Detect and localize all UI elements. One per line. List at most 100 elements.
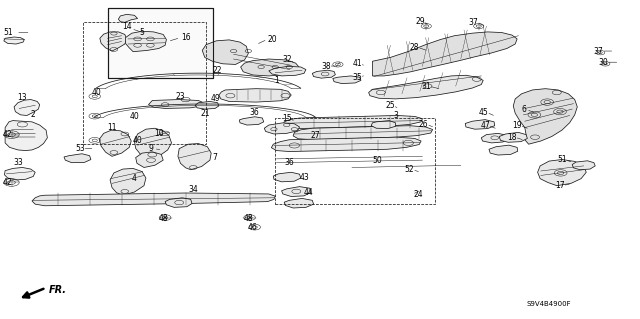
Polygon shape (100, 32, 127, 51)
Text: 52: 52 (404, 165, 415, 174)
Text: 51: 51 (3, 28, 13, 37)
Text: 36: 36 (284, 158, 294, 167)
Polygon shape (271, 137, 421, 152)
Text: S9V4B4900F: S9V4B4900F (526, 301, 571, 307)
Text: 21: 21 (200, 109, 209, 118)
Polygon shape (165, 198, 192, 207)
Text: 44: 44 (303, 189, 314, 197)
Polygon shape (489, 145, 518, 155)
Polygon shape (269, 66, 306, 76)
Text: 38: 38 (321, 62, 332, 70)
Polygon shape (136, 152, 163, 167)
Text: 45: 45 (479, 108, 489, 117)
Polygon shape (241, 59, 300, 76)
Polygon shape (372, 32, 517, 76)
Text: 13: 13 (17, 93, 27, 102)
Text: 43: 43 (300, 173, 310, 182)
Bar (83, 22, 206, 144)
Polygon shape (371, 121, 396, 129)
Text: 17: 17 (555, 181, 565, 190)
Polygon shape (110, 168, 146, 195)
Polygon shape (282, 187, 311, 197)
Polygon shape (5, 121, 47, 151)
Text: 14: 14 (122, 22, 132, 31)
Text: 32: 32 (282, 55, 292, 64)
Polygon shape (202, 40, 248, 64)
Polygon shape (572, 161, 595, 170)
Text: 51: 51 (557, 155, 567, 164)
Text: 48: 48 (159, 214, 169, 223)
Polygon shape (333, 76, 361, 84)
Bar (275, 118, 435, 204)
Text: 4: 4 (132, 174, 137, 183)
Text: 47: 47 (480, 121, 490, 130)
Text: 15: 15 (282, 114, 292, 122)
Polygon shape (118, 14, 138, 22)
Polygon shape (64, 154, 91, 163)
Polygon shape (195, 101, 219, 109)
Polygon shape (239, 117, 264, 125)
Polygon shape (312, 70, 335, 78)
Polygon shape (219, 89, 291, 102)
Text: FR.: FR. (49, 285, 67, 295)
Text: 23: 23 (175, 92, 186, 100)
Text: 10: 10 (154, 130, 164, 138)
Polygon shape (283, 115, 422, 129)
Polygon shape (499, 132, 527, 142)
Polygon shape (273, 172, 301, 182)
Text: 34: 34 (188, 185, 198, 194)
Text: 22: 22 (213, 66, 222, 75)
Text: 29: 29 (415, 17, 426, 26)
Text: 35: 35 (352, 73, 362, 82)
Polygon shape (513, 89, 577, 144)
Polygon shape (293, 126, 433, 140)
Text: 49: 49 (210, 94, 220, 103)
Text: 48: 48 (243, 214, 253, 223)
Polygon shape (14, 100, 40, 115)
Text: 6: 6 (521, 105, 526, 114)
Text: 42: 42 (3, 130, 13, 139)
Polygon shape (148, 100, 204, 108)
Polygon shape (481, 133, 508, 143)
Polygon shape (134, 128, 172, 160)
Text: 7: 7 (212, 153, 217, 162)
Text: 46: 46 (248, 223, 258, 232)
Text: 31: 31 (421, 82, 431, 91)
Text: 1: 1 (274, 76, 279, 85)
Text: 2: 2 (31, 110, 36, 119)
Text: 37: 37 (468, 18, 479, 27)
Text: 50: 50 (372, 156, 383, 165)
Polygon shape (125, 31, 166, 52)
Text: 40: 40 (91, 88, 101, 97)
Polygon shape (32, 193, 275, 206)
Text: 40: 40 (129, 112, 140, 121)
Text: 37: 37 (593, 47, 604, 56)
Polygon shape (369, 75, 483, 99)
Text: 36: 36 (249, 108, 259, 117)
Text: 42: 42 (3, 178, 13, 187)
Text: 20: 20 (267, 35, 277, 44)
Polygon shape (178, 144, 211, 170)
Polygon shape (4, 37, 24, 44)
Text: 3: 3 (393, 111, 398, 120)
Text: 26: 26 (419, 120, 429, 129)
Bar (108, 8, 213, 78)
Text: 16: 16 (180, 33, 191, 42)
Text: 18: 18 (508, 133, 516, 142)
Text: 9: 9 (148, 144, 154, 153)
Polygon shape (99, 130, 131, 156)
Text: 5: 5 (140, 28, 145, 37)
Text: 33: 33 (13, 158, 23, 167)
Text: 30: 30 (598, 58, 608, 67)
Text: 53: 53 (75, 144, 85, 153)
Polygon shape (465, 120, 495, 129)
Text: 41: 41 (352, 59, 362, 68)
Text: 27: 27 (310, 131, 320, 140)
Bar (108, 8, 213, 78)
Text: 11: 11 (108, 123, 116, 132)
Text: 25: 25 (385, 101, 396, 110)
Polygon shape (4, 167, 35, 180)
Text: 28: 28 (410, 43, 419, 52)
Polygon shape (538, 160, 586, 186)
Text: 19: 19 (512, 121, 522, 130)
